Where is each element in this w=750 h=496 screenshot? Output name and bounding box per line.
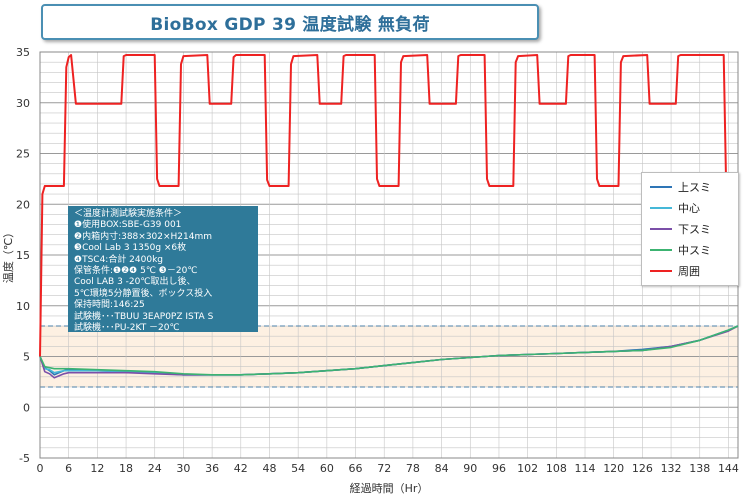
- x-tick-label: 12: [90, 462, 104, 475]
- x-tick-label: 48: [262, 462, 276, 475]
- x-tick-label: 126: [632, 462, 653, 475]
- notes-line-storage: 保管条件:❶❷❹ 5℃ ❸－20℃: [74, 265, 198, 276]
- y-tick-label: 35: [16, 46, 30, 59]
- x-tick-label: 24: [148, 462, 162, 475]
- notes-line-heading: ＜温度計測試験実施条件＞: [74, 209, 183, 219]
- x-tick-label: 0: [37, 462, 44, 475]
- legend-swatch-upper-corner: [650, 186, 672, 188]
- x-tick-label: 132: [661, 462, 682, 475]
- x-tick-label: 138: [689, 462, 710, 475]
- y-tick-label: 10: [16, 300, 30, 313]
- legend: 上スミ 中心 下スミ 中スミ 周囲: [641, 172, 739, 286]
- legend-label-lower-corner: 下スミ: [678, 223, 711, 236]
- chart-title: BioBox GDP 39 温度試験 無負荷: [41, 4, 539, 40]
- legend-swatch-ambient: [650, 270, 672, 272]
- y-tick-label: 25: [16, 148, 30, 161]
- x-tick-label: 114: [575, 462, 596, 475]
- x-tick-label: 78: [406, 462, 420, 475]
- x-tick-label: 18: [119, 462, 133, 475]
- x-tick-label: 96: [492, 462, 506, 475]
- x-tick-label: 36: [205, 462, 219, 475]
- x-tick-label: 102: [517, 462, 538, 475]
- y-tick-label: 20: [16, 198, 30, 211]
- notes-line-coollab: Cool LAB 3 -20℃取出し後、: [74, 277, 196, 288]
- series-line-4: [39, 325, 739, 376]
- x-tick-label: 120: [603, 462, 624, 475]
- notes-line-environment: 5℃環境5分静置後、ボックス投入: [74, 288, 213, 299]
- x-tick-label: 6: [65, 462, 72, 475]
- notes-line-tester-2: 試験機･･･PU-2KT －20℃: [74, 322, 180, 332]
- legend-item-center: 中心: [650, 199, 700, 217]
- legend-label-middle-corner: 中スミ: [678, 244, 711, 257]
- legend-swatch-center: [650, 207, 672, 209]
- x-tick-label: 42: [234, 462, 248, 475]
- notes-line-inner-size: ❷内箱内寸:388×302×H214mm: [74, 231, 213, 242]
- legend-swatch-middle-corner: [650, 249, 672, 251]
- x-tick-label: 108: [546, 462, 567, 475]
- x-axis-label: 経過時間（Hr）: [350, 482, 429, 495]
- legend-item-lower-corner: 下スミ: [650, 220, 711, 238]
- x-tick-label: 144: [718, 462, 739, 475]
- x-tick-label: 84: [435, 462, 449, 475]
- y-tick-label: 5: [23, 351, 30, 364]
- test-conditions-box: ＜温度計測試験実施条件＞ ❶使用BOX:SBE-G39 001 ❷内箱内寸:38…: [68, 206, 258, 332]
- y-tick-label: -5: [19, 452, 30, 465]
- notes-line-tester-1: 試験機･･･TBUU 3EAP0PZ ISTA S: [74, 311, 214, 322]
- y-axis-label: 温度（℃）: [1, 227, 15, 283]
- legend-swatch-lower-corner: [650, 228, 672, 230]
- notes-line-tsc4: ❹TSC4:合計 2400kg: [74, 254, 164, 265]
- y-tick-label: 30: [16, 97, 30, 110]
- x-tick-label: 30: [176, 462, 190, 475]
- x-tick-label: 60: [320, 462, 334, 475]
- x-tick-label: 66: [349, 462, 363, 475]
- x-tick-label: 90: [463, 462, 477, 475]
- legend-item-upper-corner: 上スミ: [650, 178, 711, 196]
- y-tick-label: 15: [16, 249, 30, 262]
- notes-line-coolant: ❸Cool Lab 3 1350g ×6枚: [74, 243, 187, 254]
- legend-item-ambient: 周囲: [650, 262, 700, 280]
- x-tick-label: 54: [291, 462, 305, 475]
- series-line-5: [39, 54, 738, 357]
- notes-line-hold-time: 保持時間:146:25: [74, 300, 145, 311]
- y-tick-label: 0: [23, 401, 30, 414]
- legend-item-middle-corner: 中スミ: [650, 241, 711, 259]
- legend-label-ambient: 周囲: [678, 265, 700, 278]
- legend-label-upper-corner: 上スミ: [678, 181, 711, 194]
- notes-line-box: ❶使用BOX:SBE-G39 001: [74, 220, 182, 231]
- legend-label-center: 中心: [678, 202, 700, 215]
- x-tick-label: 72: [377, 462, 391, 475]
